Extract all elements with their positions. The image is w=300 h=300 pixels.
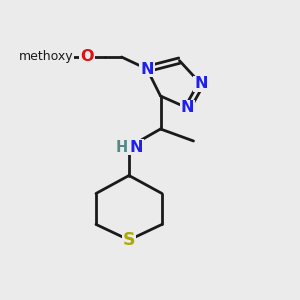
Text: H: H: [116, 140, 128, 154]
Text: methoxy: methoxy: [19, 50, 74, 64]
Text: O: O: [80, 50, 94, 64]
Text: N: N: [130, 140, 143, 154]
Text: N: N: [140, 61, 154, 76]
Text: S: S: [123, 231, 135, 249]
Text: N: N: [194, 76, 208, 92]
Text: N: N: [181, 100, 194, 116]
